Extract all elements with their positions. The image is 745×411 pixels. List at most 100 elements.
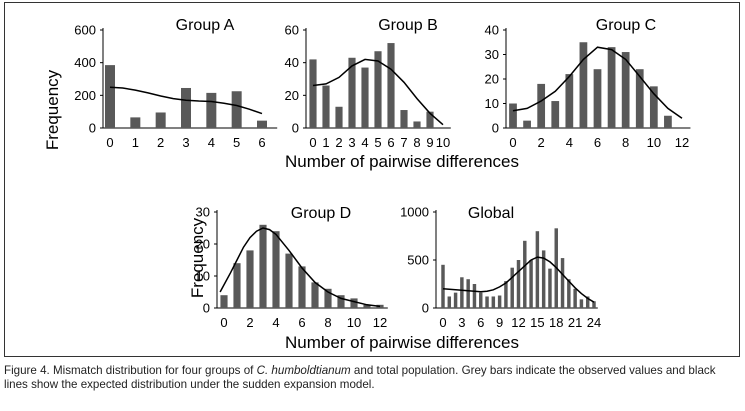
x-tick-label: 18 (549, 315, 563, 330)
bar-global-14 (529, 260, 533, 308)
bar-global-24 (592, 301, 596, 308)
bar-a-2 (155, 112, 166, 128)
bar-b-5 (374, 51, 382, 128)
x-tick-label: 12 (675, 135, 689, 150)
figure-frame (4, 2, 740, 357)
x-tick-label: 10 (347, 315, 361, 330)
y-tick-label: 10 (485, 96, 499, 111)
bar-global-21 (573, 288, 577, 308)
bar-c-5 (579, 42, 588, 128)
x-tick-label: 4 (272, 315, 279, 330)
x-tick-label: 6 (298, 315, 305, 330)
y-tick-label: 1000 (400, 205, 429, 220)
panel-title: Group B (378, 17, 438, 34)
bar-b-2 (335, 106, 343, 128)
bar-d-10 (350, 298, 358, 308)
x-tick-label: 9 (426, 135, 433, 150)
x-tick-label: 3 (458, 315, 465, 330)
bar-d-8 (324, 288, 332, 308)
y-tick-label: 200 (74, 88, 96, 103)
bar-d-11 (363, 304, 371, 308)
bar-b-3 (348, 57, 356, 129)
bar-b-6 (387, 43, 395, 128)
expected-curve-global (442, 256, 595, 303)
panel-title: Group D (291, 205, 351, 222)
bar-global-22 (579, 299, 584, 308)
bar-c-9 (635, 69, 644, 128)
y-tick-label: 10 (196, 269, 210, 284)
expected-curve-b (312, 58, 444, 126)
bar-b-0 (309, 59, 317, 128)
bar-global-11 (510, 267, 514, 308)
bar-b-4 (361, 67, 369, 128)
bar-global-15 (535, 231, 540, 308)
bar-a-4 (206, 92, 217, 128)
x-tick-label: 1 (322, 135, 329, 150)
bar-c-4 (565, 74, 574, 128)
x-tick-label: 8 (324, 315, 331, 330)
x-tick-label: 1 (132, 135, 139, 150)
x-tick-label: 12 (373, 315, 387, 330)
top-frequency-label: Frequency (43, 69, 62, 150)
y-tick-label: 40 (285, 55, 299, 70)
x-tick-label: 7 (400, 135, 407, 150)
bar-global-20 (567, 279, 571, 308)
bar-b-7 (400, 110, 408, 128)
bar-c-0 (509, 103, 517, 128)
bar-global-16 (541, 250, 546, 308)
bar-d-9 (337, 295, 345, 308)
y-tick-label: 20 (285, 88, 299, 103)
panel-a: 0 200 400 600 0 1 2 3 4 5 6 Group A (74, 17, 278, 150)
y-tick-label: 20 (485, 72, 499, 87)
x-tick-label: 8 (622, 135, 629, 150)
y-tick-label: 0 (422, 301, 429, 316)
x-tick-label: 0 (106, 135, 113, 150)
top-x-axis-title: Number of pairwise differences (285, 152, 519, 171)
x-tick-label: 0 (439, 315, 446, 330)
x-tick-label: 4 (361, 135, 368, 150)
x-tick-label: 5 (233, 135, 240, 150)
bar-c-10 (649, 86, 658, 128)
expected-curve-c (512, 46, 683, 119)
y-tick-label: 0 (292, 121, 299, 136)
bar-global-9 (497, 295, 502, 308)
bar-a-3 (181, 87, 191, 128)
y-tick-label: 20 (196, 237, 210, 252)
bar-global-6 (479, 292, 483, 308)
caption-prefix: Figure 4. Mismatch distribution for four… (4, 364, 257, 377)
bar-a-6 (257, 120, 267, 128)
y-tick-label: 30 (196, 205, 210, 220)
x-tick-label: 6 (387, 135, 394, 150)
bottom-frequency-label: Frequency (188, 217, 207, 298)
bar-c-6 (593, 69, 602, 128)
x-tick-label: 0 (309, 135, 316, 150)
bar-c-11 (664, 115, 672, 128)
bar-c-8 (621, 52, 630, 128)
expected-curve-d (219, 227, 381, 308)
x-tick-label: 0 (220, 315, 227, 330)
x-tick-label: 2 (157, 135, 164, 150)
bar-c-1 (523, 120, 531, 128)
x-tick-label: 12 (511, 315, 525, 330)
bar-d-5 (285, 253, 293, 308)
x-tick-label: 2 (538, 135, 545, 150)
caption-suffix: and total population. Grey bars indicate… (4, 364, 716, 391)
x-tick-label: 4 (208, 135, 215, 150)
bar-global-7 (485, 296, 489, 308)
x-tick-label: 10 (647, 135, 661, 150)
y-tick-label: 60 (285, 23, 299, 38)
bar-global-0 (441, 264, 445, 308)
bar-a-5 (231, 91, 242, 128)
bar-d-1 (233, 263, 241, 308)
x-tick-label: 21 (568, 315, 582, 330)
figure-caption: Figure 4. Mismatch distribution for four… (4, 364, 742, 392)
x-tick-label: 6 (477, 315, 484, 330)
bar-d-6 (298, 266, 306, 308)
bar-global-13 (523, 240, 527, 308)
expected-curve-a (109, 86, 263, 115)
x-tick-label: 5 (374, 135, 381, 150)
bar-d-7 (311, 282, 319, 308)
x-tick-label: 24 (587, 315, 601, 330)
bar-global-4 (466, 279, 470, 308)
